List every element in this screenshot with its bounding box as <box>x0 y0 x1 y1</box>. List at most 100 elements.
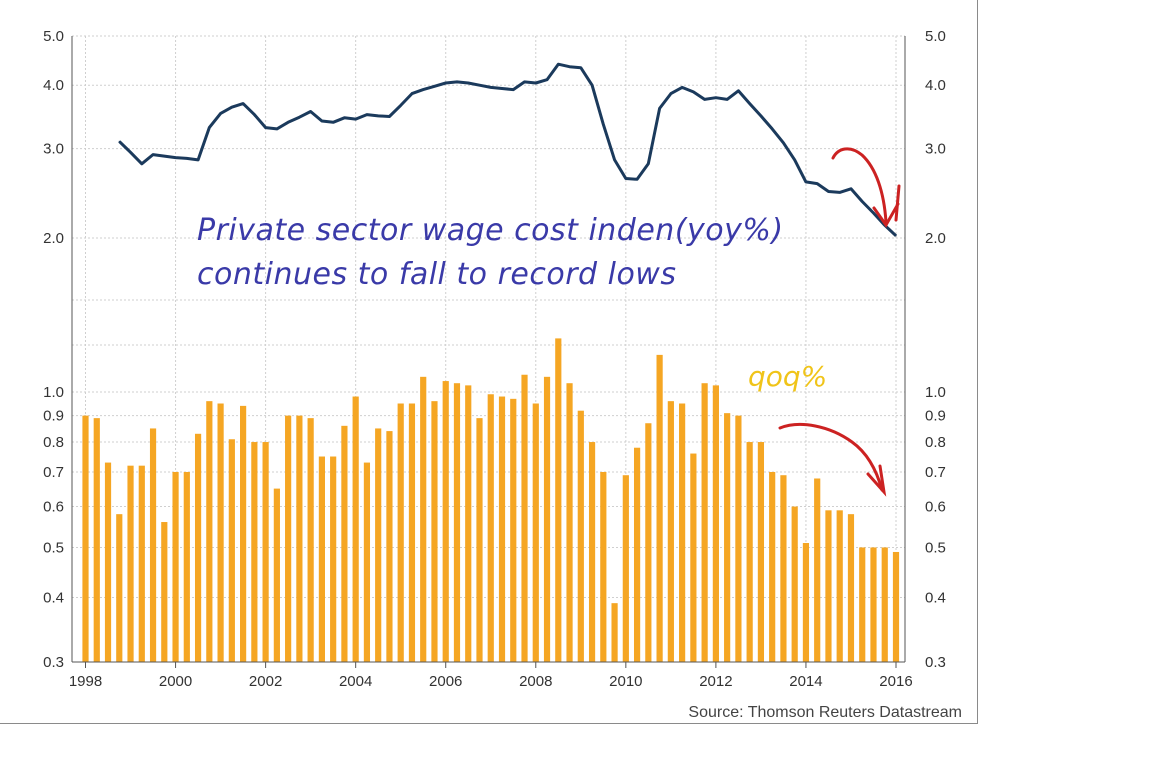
bar <box>296 415 303 662</box>
line-point <box>895 235 897 237</box>
line-point <box>827 190 830 193</box>
line-point <box>310 110 312 113</box>
line-point <box>839 191 841 193</box>
bar <box>633 447 641 662</box>
line-point <box>715 97 717 99</box>
bar <box>487 394 494 662</box>
bar <box>375 428 382 662</box>
y-tick-label-right: 0.5 <box>925 539 946 556</box>
line-point <box>760 115 762 117</box>
chart-canvas: 5.0 5.0 4.0 4.0 3.0 3.0 2.0 2.0 1.0 1.0 0.9 0.9 0.8 0… <box>43 28 962 721</box>
bar <box>442 381 449 662</box>
line-point <box>231 106 233 108</box>
line-point <box>445 82 447 84</box>
bar <box>465 385 472 662</box>
line-point <box>580 67 582 69</box>
bar <box>228 439 235 662</box>
line-point <box>546 79 548 81</box>
line-point <box>861 200 863 203</box>
axes <box>71 36 906 668</box>
line-point <box>129 151 132 153</box>
red-arrowhead-bottom-icon <box>866 464 887 497</box>
line-point <box>501 87 503 90</box>
y-tick-label-left: 0.3 <box>43 654 64 671</box>
line-point <box>343 117 346 119</box>
line-point <box>782 142 785 144</box>
bar <box>521 374 528 662</box>
y-tick-label-left: 0.7 <box>43 464 64 481</box>
line-point <box>467 82 469 84</box>
bar <box>814 478 821 662</box>
line-point <box>636 178 638 180</box>
annotation-line-1: Private sector wage cost inden(yoy%) <box>197 213 784 248</box>
bar <box>847 514 855 662</box>
line-point <box>253 114 255 116</box>
x-tick-label: 2006 <box>429 673 462 690</box>
chart-frame: 5.0 5.0 4.0 4.0 3.0 3.0 2.0 2.0 1.0 1.0 0.9 0.9 0.8 0… <box>0 0 978 724</box>
bar <box>566 383 573 662</box>
bar <box>555 338 562 662</box>
y-tick-label-left: 4.0 <box>43 77 64 94</box>
x-tick-label: 2010 <box>609 673 642 690</box>
bar <box>802 543 810 662</box>
line-point <box>692 91 694 93</box>
line-series <box>118 62 898 237</box>
y-tick-label-right: 0.4 <box>925 589 946 606</box>
bar <box>453 383 461 662</box>
line-point <box>512 89 514 91</box>
bar <box>330 456 337 662</box>
x-tick-label: 2000 <box>159 673 192 690</box>
line-point <box>647 163 649 165</box>
bar <box>588 442 596 662</box>
bar <box>780 475 787 662</box>
bar <box>318 456 325 662</box>
line-path <box>118 62 898 237</box>
bar <box>881 547 888 662</box>
line-point <box>287 121 289 123</box>
line-point <box>591 84 593 86</box>
tick-labels: 5.0 5.0 4.0 4.0 3.0 3.0 2.0 2.0 1.0 1.0 0.9 0.9 0.8 0… <box>43 28 946 690</box>
bar <box>431 401 438 662</box>
line-point <box>433 85 436 87</box>
bar <box>757 442 765 662</box>
bar <box>836 510 843 662</box>
line-point <box>321 120 323 122</box>
line-point <box>456 81 458 83</box>
y-tick-label-right: 2.0 <box>925 230 946 247</box>
line-point <box>208 127 210 129</box>
bar <box>859 547 866 662</box>
bar <box>149 428 157 662</box>
y-tick-label-left: 1.0 <box>43 384 64 401</box>
line-point <box>816 182 818 185</box>
bar <box>206 401 213 662</box>
bar <box>352 396 359 662</box>
y-tick-label-left: 5.0 <box>43 28 64 45</box>
line-point <box>726 98 728 101</box>
line-point <box>332 121 334 123</box>
bar <box>194 433 202 662</box>
line-point <box>557 63 559 65</box>
y-tick-label-right: 0.7 <box>925 464 946 481</box>
y-tick-label-left: 2.0 <box>43 230 64 247</box>
line-point <box>242 102 244 105</box>
line-point <box>265 127 267 129</box>
bar <box>172 471 179 662</box>
bar <box>667 401 674 662</box>
bar <box>600 471 607 662</box>
x-tick-label: 2014 <box>789 673 822 690</box>
x-tick-label: 1998 <box>69 673 102 690</box>
bar <box>285 415 292 662</box>
x-tick-label: 2012 <box>699 673 732 690</box>
bar <box>577 410 584 662</box>
line-point <box>771 128 773 130</box>
y-tick-label-right: 0.6 <box>925 499 946 516</box>
line-point <box>411 93 413 95</box>
bar <box>690 453 697 662</box>
line-point <box>704 98 706 101</box>
bar <box>825 510 832 662</box>
bar <box>93 418 100 662</box>
bar <box>307 418 314 662</box>
bar <box>104 462 112 662</box>
source-label: Source: Thomson Reuters Datastream <box>688 704 962 721</box>
line-point <box>613 159 616 161</box>
